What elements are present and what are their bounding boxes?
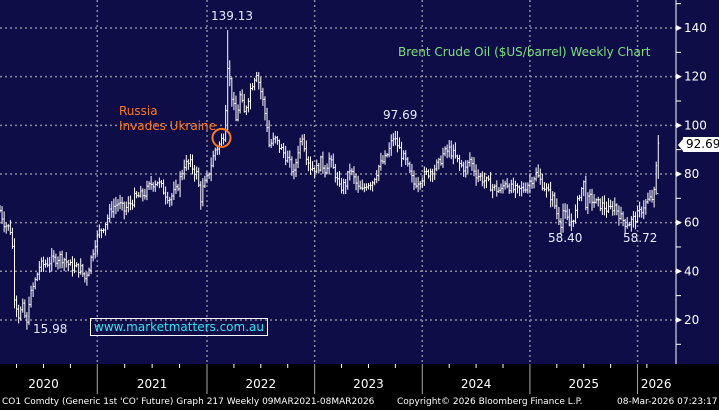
event-label-line1: Russia bbox=[119, 104, 158, 118]
y-tick-label: 120 bbox=[684, 70, 707, 84]
y-tick-pointer bbox=[676, 316, 682, 323]
x-axis-ticks bbox=[16, 364, 648, 394]
y-tick-pointer bbox=[676, 122, 682, 129]
y-tick-label: 40 bbox=[684, 264, 699, 278]
year-label: 2025 bbox=[568, 377, 600, 391]
y-tick-pointer bbox=[676, 25, 682, 31]
annotation-2023-high: 97.69 bbox=[383, 108, 418, 122]
y-tick-pointer bbox=[676, 268, 682, 275]
y-tick-label: 60 bbox=[684, 216, 699, 230]
y-tick-pointer bbox=[676, 170, 682, 177]
year-label: 2021 bbox=[136, 377, 168, 391]
year-label: 2022 bbox=[245, 377, 277, 391]
annotation-2025-low: 58.40 bbox=[548, 231, 583, 245]
year-label: 2024 bbox=[460, 377, 492, 391]
y-tick-pointer bbox=[676, 219, 682, 226]
event-circle-marker bbox=[211, 127, 232, 148]
footer-timestamp: 08-Mar-2026 07:23:17 bbox=[617, 397, 718, 407]
y-tick-pointer bbox=[676, 73, 682, 80]
year-label: 2023 bbox=[353, 377, 384, 391]
watermark: www.marketmatters.com.au bbox=[90, 318, 268, 336]
annotation-2026-low: 58.72 bbox=[623, 231, 658, 245]
annotation-high: 139.13 bbox=[211, 9, 253, 23]
footer-copyright: Copyright© 2026 Bloomberg Finance L.P. bbox=[397, 397, 583, 407]
last-price-tag: 92.69 bbox=[677, 137, 719, 152]
y-tick-label: 80 bbox=[684, 167, 699, 181]
y-tick-label: 140 bbox=[684, 21, 707, 35]
event-label-line2: Invades Ukraine bbox=[119, 119, 217, 133]
year-label: 2026 bbox=[640, 377, 672, 391]
event-annotation: Russia Invades Ukraine bbox=[119, 104, 216, 134]
year-label: 2020 bbox=[28, 377, 59, 391]
chart-title: Brent Crude Oil ($US/barrel) Weekly Char… bbox=[398, 45, 651, 59]
price-chart: 20 40 60 80 100 120 140 bbox=[0, 0, 707, 364]
y-tick-label: 20 bbox=[684, 313, 699, 327]
chart-plot-area: 20 40 60 80 100 120 140 Brent Crude Oil ($US/b… bbox=[0, 0, 719, 364]
annotation-low: 15.98 bbox=[33, 322, 68, 336]
footer: CO1 Comdty (Generic 1st 'CO' Future) Gra… bbox=[0, 396, 719, 410]
y-tick-label: 100 bbox=[684, 118, 707, 132]
footer-security: CO1 Comdty (Generic 1st 'CO' Future) Gra… bbox=[2, 397, 375, 407]
